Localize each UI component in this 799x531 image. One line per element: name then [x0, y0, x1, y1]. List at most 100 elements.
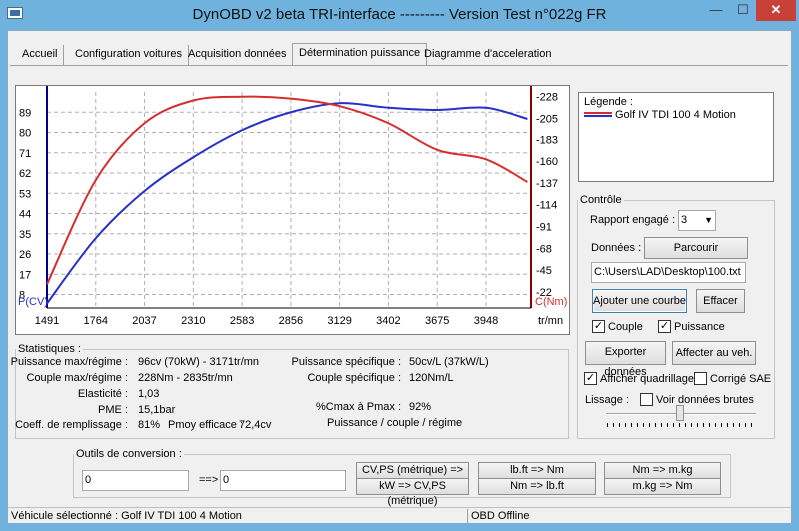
x-axis-label: tr/mn: [538, 315, 563, 327]
pmoy-label: Pmoy efficace :: [168, 419, 243, 431]
app-icon: [7, 7, 23, 19]
tab-acquisition-donnees[interactable]: Acquisition données: [182, 45, 294, 65]
rapport-value: 3: [681, 214, 688, 226]
x-tick-label: 2310: [181, 315, 205, 327]
x-tick-label: 2583: [230, 315, 254, 327]
couple-specifique-label: Couple spécifique :: [307, 372, 401, 384]
x-tick-label: 1491: [35, 315, 59, 327]
tab-diagramme-acceleration[interactable]: Diagramme d'acceleration: [424, 48, 552, 60]
conversion-title: Outils de conversion :: [76, 448, 182, 460]
y-right-tick-label: -45: [536, 265, 552, 277]
y-left-tick-label: 35: [19, 229, 31, 241]
y-left-tick-label: 26: [19, 249, 31, 261]
y-left-tick-label: 53: [19, 188, 31, 200]
puissance-label: Puissance: [674, 321, 725, 333]
couple-checkbox[interactable]: ✓: [592, 320, 605, 333]
tab-divider: [10, 65, 788, 66]
statistiques-group: Statistiques :: [15, 343, 569, 439]
exporter-donnees-button[interactable]: Exporter données: [585, 341, 666, 378]
quadrillage-label: Afficher quadrillage: [600, 373, 694, 385]
y-left-tick-label: 17: [19, 269, 31, 281]
controle-title: Contrôle: [580, 194, 622, 206]
effacer-button[interactable]: Effacer: [696, 289, 745, 313]
parcourir-button[interactable]: Parcourir: [644, 237, 748, 259]
tab-configuration-voitures[interactable]: Configuration voitures: [69, 45, 190, 65]
y-left-tick-label: 80: [19, 128, 31, 140]
chevron-down-icon[interactable]: ▼: [704, 215, 713, 225]
nm-to-lbft-button[interactable]: Nm => lb.ft: [478, 478, 596, 495]
y-right-tick-label: -160: [536, 156, 558, 168]
quadrillage-checkbox[interactable]: ✓: [584, 372, 597, 385]
legend-swatch: [584, 112, 612, 117]
ajouter-courbe-button[interactable]: Ajouter une courbe: [592, 289, 687, 313]
legend-title: Légende :: [584, 96, 633, 108]
puissance-couple-regime-label: Puissance / couple / régime: [327, 417, 463, 429]
puissance-max-label: Puissance max/régime :: [10, 356, 128, 368]
maximize-button[interactable]: ☐: [737, 2, 749, 17]
lissage-label: Lissage :: [585, 394, 630, 406]
lbft-to-nm-button[interactable]: lb.ft => Nm: [478, 462, 596, 479]
couple-label: Couple: [608, 321, 643, 333]
y-right-tick-label: -228: [536, 92, 558, 104]
x-tick-label: 3948: [474, 315, 498, 327]
legend-box: Légende : Golf IV TDI 100 4 Motion: [578, 92, 774, 182]
elasticite-value: 1,03: [138, 388, 160, 400]
nm-to-mkg-button[interactable]: Nm => m.kg: [604, 462, 721, 479]
y-right-tick-label: -114: [536, 200, 557, 212]
y-left-tick-label: 44: [19, 209, 31, 221]
couple-specifique-value: 120Nm/L: [409, 372, 454, 384]
rapport-select[interactable]: 3 ▼: [678, 210, 716, 231]
window-title: DynOBD v2 beta TRI-interface --------- V…: [192, 6, 607, 23]
dyno-chart: 1491 1764 2037 2310 2583 2856 3129 3402 3675 3948…: [15, 85, 570, 335]
y-left-tick-label: 8: [19, 290, 25, 302]
conversion-arrow: ==>: [199, 474, 219, 486]
mkg-to-nm-button[interactable]: m.kg => Nm: [604, 478, 721, 495]
title-bar[interactable]: DynOBD v2 beta TRI-interface --------- V…: [0, 0, 799, 30]
conversion-input-left[interactable]: 0: [82, 470, 189, 491]
rapport-label: Rapport engagé :: [590, 214, 676, 226]
y-right-tick-label: -91: [536, 222, 552, 234]
x-tick-label: 3402: [376, 315, 400, 327]
statistiques-title: Statistiques :: [18, 343, 81, 355]
file-path-field[interactable]: C:\Users\LAD\Desktop\100.txt: [591, 262, 746, 283]
cmax-pmax-value: 92%: [409, 401, 432, 413]
pme-label: PME :: [98, 404, 128, 416]
tab-accueil[interactable]: Accueil: [16, 45, 65, 65]
close-button[interactable]: ✕: [756, 0, 796, 21]
puissance-checkbox[interactable]: ✓: [658, 320, 671, 333]
x-tick-label: 1764: [84, 315, 108, 327]
y-left-axis-label: P(CV): [18, 296, 48, 308]
y-right-tick-label: -68: [536, 243, 552, 255]
controle-group: Contrôle: [577, 194, 775, 439]
status-divider: [467, 509, 468, 523]
cmax-pmax-label: %Cmax à Pmax :: [316, 401, 401, 413]
pme-value: 15,1bar: [138, 404, 176, 416]
status-bar: Véhicule sélectionné : Golf IV TDI 100 4…: [8, 507, 791, 523]
x-tick-label: 2856: [279, 315, 303, 327]
tab-determination-puissance[interactable]: Détermination puissance: [292, 43, 428, 66]
main-panel: Accueil Configuration voitures Acquisiti…: [7, 30, 792, 523]
cv-to-kw-button[interactable]: CV,PS (métrique) => kW: [356, 462, 469, 491]
kw-to-cv-button[interactable]: kW => CV,PS (métrique): [356, 478, 469, 507]
y-left-tick-label: 89: [19, 107, 31, 119]
corrige-sae-checkbox[interactable]: [694, 372, 707, 385]
conversion-input-right[interactable]: 0: [220, 470, 346, 491]
y-right-tick-label: -22: [536, 287, 552, 299]
x-tick-label: 3129: [327, 315, 351, 327]
voir-brutes-label: Voir données brutes: [656, 394, 754, 406]
minimize-button[interactable]: —: [709, 2, 723, 17]
slider-handle[interactable]: [676, 405, 684, 421]
coeff-remplissage-value: 81%: [138, 419, 161, 431]
vehicle-status: Véhicule sélectionné : Golf IV TDI 100 4…: [11, 510, 242, 522]
x-tick-label: 3675: [425, 315, 449, 327]
couple-max-value: 228Nm - 2835tr/mn: [138, 372, 233, 384]
y-left-tick-label: 62: [19, 168, 31, 180]
series-line-couple: [46, 95, 528, 285]
couple-max-label: Couple max/régime :: [26, 372, 129, 384]
donnees-label: Données :: [591, 242, 642, 254]
corrige-sae-label: Corrigé SAE: [710, 373, 772, 385]
voir-brutes-checkbox[interactable]: [640, 393, 653, 406]
pmoy-value: 72,4cv: [239, 419, 272, 431]
affecter-vehicule-button[interactable]: Affecter au veh.: [672, 341, 756, 365]
